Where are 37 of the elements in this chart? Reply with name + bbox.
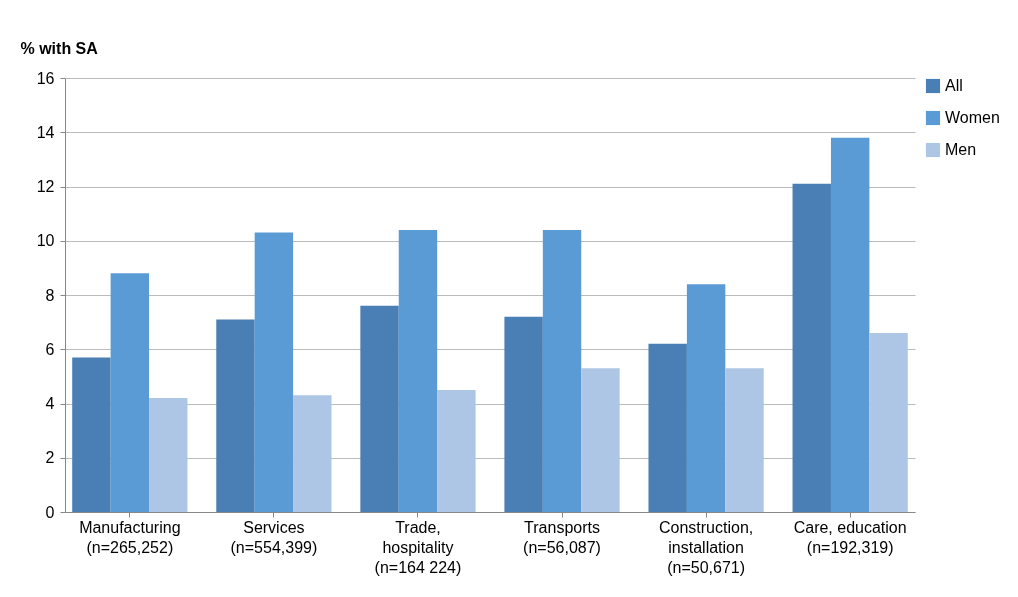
x-tick-label: Trade, hospitality (n=164 224) — [374, 518, 462, 576]
x-tick-label: Services (n=554,399) — [230, 518, 318, 556]
bar — [725, 368, 764, 512]
x-tick-label: Construction, installation (n=50,671) — [658, 518, 754, 576]
y-axis-title: % with SA — [20, 39, 99, 57]
bar — [293, 395, 332, 512]
bar — [216, 319, 255, 512]
y-tick-label: 14 — [36, 123, 55, 141]
bar — [542, 229, 582, 512]
x-tick-label: Transports (n=56,087) — [523, 518, 601, 556]
bar — [110, 273, 150, 512]
y-tick-label: 8 — [45, 286, 55, 304]
y-tick-label: 4 — [45, 395, 55, 412]
legend-label: Men — [945, 141, 977, 158]
bar — [398, 229, 438, 512]
bar — [581, 368, 620, 512]
bar — [648, 343, 687, 512]
bar — [686, 284, 726, 512]
bar — [437, 389, 476, 512]
bar — [869, 332, 908, 512]
bar — [504, 316, 543, 512]
bar — [360, 305, 399, 512]
bar — [792, 183, 831, 512]
legend-label: Women — [945, 109, 1000, 126]
x-tick-label: Manufacturing (n=265,252) — [79, 518, 181, 556]
y-tick-label: 0 — [45, 503, 55, 521]
bar — [830, 137, 870, 512]
bar — [72, 357, 111, 512]
legend-label: All — [945, 77, 963, 94]
bar — [254, 232, 294, 512]
y-tick-label: 16 — [36, 69, 55, 87]
y-tick-label: 10 — [36, 232, 55, 250]
y-tick-label: 12 — [36, 178, 55, 195]
y-tick-label: 2 — [45, 449, 55, 467]
x-tick-label: Care, education (n=192,319) — [793, 518, 907, 556]
bar — [149, 398, 188, 512]
y-tick-label: 6 — [45, 340, 55, 358]
